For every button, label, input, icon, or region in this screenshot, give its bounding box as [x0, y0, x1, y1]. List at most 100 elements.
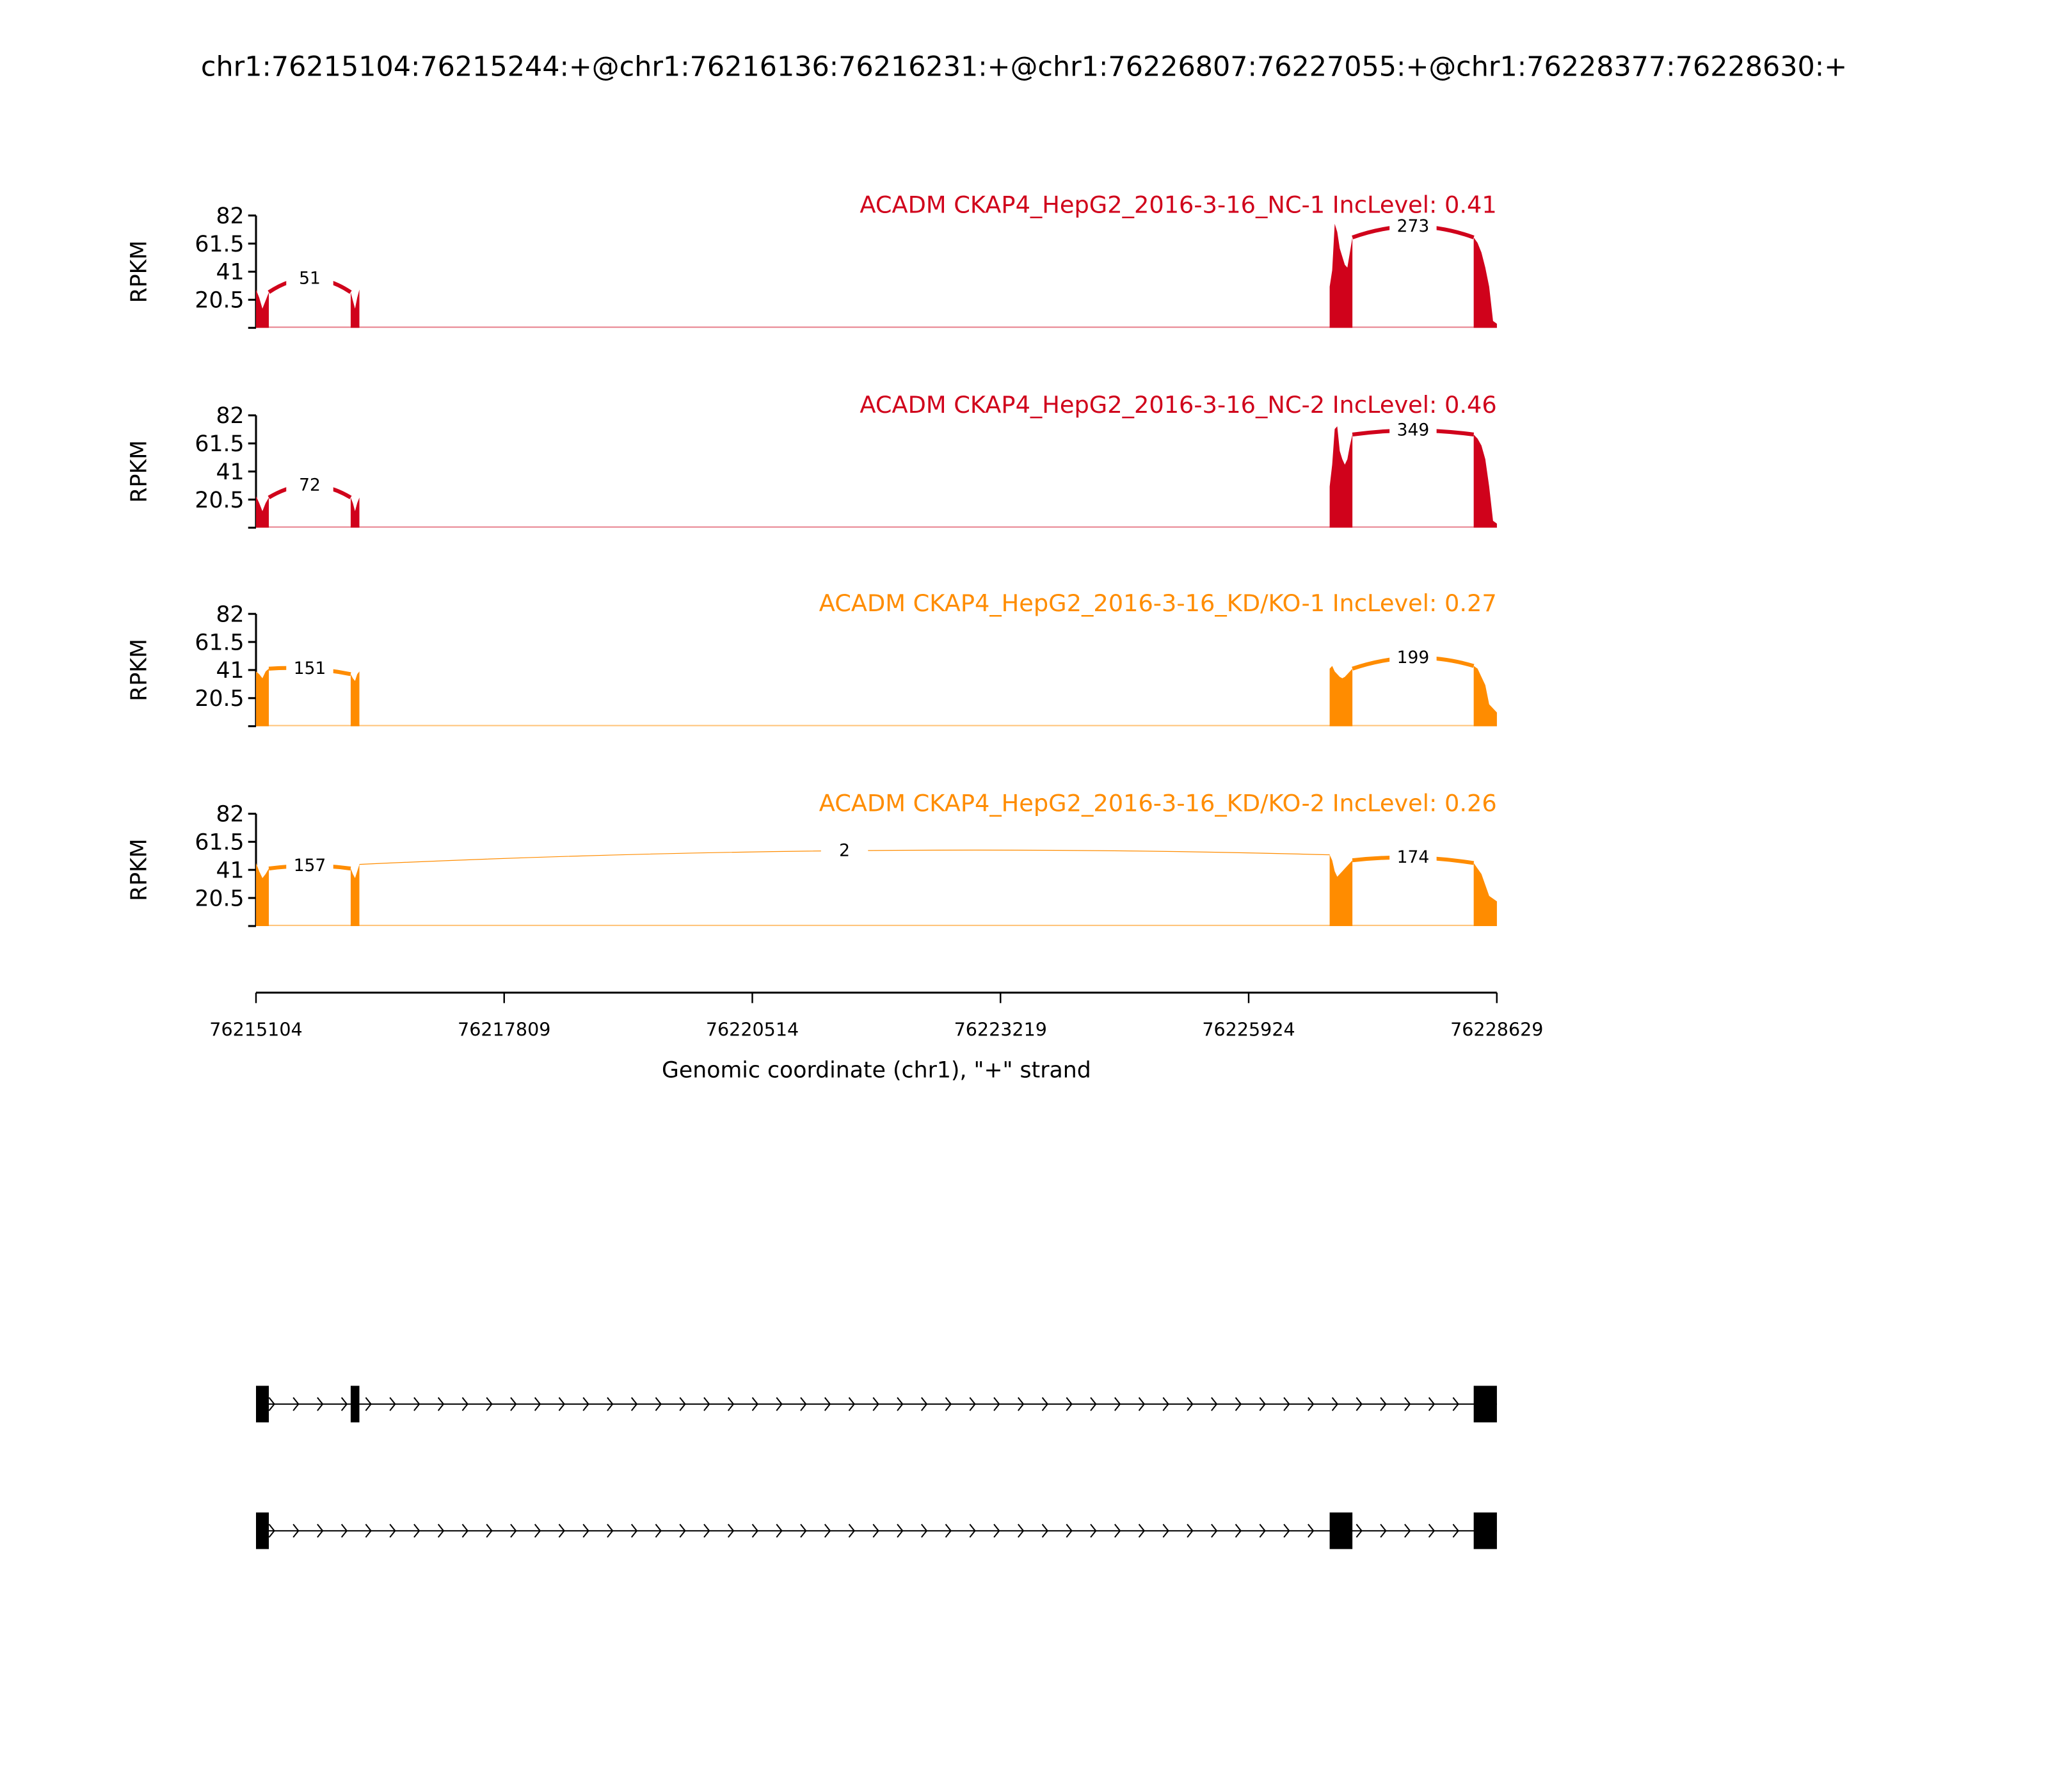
strand-arrow-icon [993, 1523, 1000, 1538]
strand-arrow-icon [824, 1523, 831, 1538]
strand-arrow-icon [292, 1397, 300, 1411]
strand-arrow-icon [1211, 1397, 1218, 1411]
junction-label-bg [286, 472, 333, 496]
strand-arrow-icon [1114, 1523, 1121, 1538]
strand-arrow-icon [800, 1397, 807, 1411]
exon-block [1473, 1386, 1497, 1423]
y-tick-label: 41 [216, 858, 244, 883]
junction-label-bg [1389, 213, 1437, 237]
strand-arrow-icon [727, 1397, 735, 1411]
strand-arrow-icon [897, 1523, 904, 1538]
strand-arrow-icon [607, 1523, 614, 1538]
strand-arrow-icon [1380, 1397, 1387, 1411]
strand-arrow-icon [582, 1397, 589, 1411]
strand-arrow-icon [365, 1523, 372, 1538]
exon-coverage [256, 863, 269, 926]
junction-count: 151 [294, 659, 326, 678]
strand-arrow-icon [776, 1523, 783, 1538]
strand-arrow-icon [897, 1397, 904, 1411]
strand-arrow-icon [1356, 1397, 1363, 1411]
y-tick-label: 82 [216, 403, 244, 429]
sample-label: ACADM CKAP4_HepG2_2016-3-16_NC-2 IncLeve… [860, 391, 1496, 419]
strand-arrow-icon [365, 1397, 372, 1411]
strand-arrow-icon [1308, 1397, 1315, 1411]
exon-coverage [1473, 863, 1497, 926]
exon-coverage [1473, 434, 1497, 528]
junction-label-bg [820, 837, 868, 861]
strand-arrow-icon [1259, 1523, 1266, 1538]
x-tick-label: 76217809 [458, 1018, 550, 1040]
y-tick-label: 82 [216, 204, 244, 229]
strand-arrow-icon [413, 1397, 420, 1411]
strand-arrow-icon [945, 1397, 952, 1411]
strand-arrow-icon [872, 1523, 879, 1538]
exon-coverage [350, 864, 360, 926]
strand-arrow-icon [558, 1397, 565, 1411]
junction-label-bg [286, 655, 333, 680]
strand-arrow-icon [630, 1397, 638, 1411]
exon-block [256, 1512, 269, 1549]
strand-arrow-icon [1138, 1523, 1146, 1538]
strand-arrow-icon [1187, 1397, 1194, 1411]
strand-arrow-icon [317, 1397, 324, 1411]
strand-arrow-icon [607, 1397, 614, 1411]
strand-arrow-icon [1452, 1523, 1459, 1538]
strand-arrow-icon [317, 1523, 324, 1538]
x-tick-label: 76225924 [1202, 1018, 1295, 1040]
strand-arrow-icon [1259, 1397, 1266, 1411]
strand-arrow-icon [437, 1397, 445, 1411]
y-tick-label: 61.5 [195, 830, 244, 856]
y-tick-label: 20.5 [195, 288, 244, 314]
y-tick-label: 61.5 [195, 630, 244, 655]
strand-arrow-icon [1018, 1397, 1025, 1411]
strand-arrow-icon [824, 1397, 831, 1411]
junction-label-bg [286, 265, 333, 289]
strand-arrow-icon [389, 1397, 396, 1411]
strand-arrow-icon [679, 1397, 686, 1411]
x-tick-label: 76223219 [954, 1018, 1047, 1040]
strand-arrow-icon [413, 1523, 420, 1538]
strand-arrow-icon [1308, 1523, 1315, 1538]
junction-count: 174 [1397, 847, 1430, 867]
strand-arrow-icon [340, 1397, 348, 1411]
strand-arrow-icon [969, 1523, 976, 1538]
sample-label: ACADM CKAP4_HepG2_2016-3-16_KD/KO-2 IncL… [819, 789, 1497, 817]
strand-arrow-icon [558, 1523, 565, 1538]
y-tick-label: 20.5 [195, 886, 244, 911]
strand-arrow-icon [1380, 1523, 1387, 1538]
y-axis-label: RPKM [127, 241, 152, 303]
strand-arrow-icon [1066, 1523, 1073, 1538]
sample-label: ACADM CKAP4_HepG2_2016-3-16_KD/KO-1 IncL… [819, 589, 1497, 617]
junction-count: 72 [299, 475, 321, 495]
strand-arrow-icon [920, 1523, 928, 1538]
transcript [256, 1512, 1497, 1549]
x-axis-label: Genomic coordinate (chr1), "+" strand [662, 1058, 1091, 1084]
strand-arrow-icon [1428, 1523, 1436, 1538]
exon-coverage [350, 497, 360, 528]
junction-count: 349 [1397, 420, 1430, 440]
strand-arrow-icon [340, 1523, 348, 1538]
strand-arrow-icon [534, 1523, 541, 1538]
y-tick-label: 82 [216, 602, 244, 627]
y-tick-label: 20.5 [195, 686, 244, 712]
strand-arrow-icon [1356, 1523, 1363, 1538]
exon-coverage [1473, 237, 1497, 328]
strand-arrow-icon [1162, 1523, 1169, 1538]
strand-arrow-icon [1041, 1397, 1049, 1411]
y-tick-label: 82 [216, 802, 244, 828]
strand-arrow-icon [655, 1397, 662, 1411]
strand-arrow-icon [268, 1397, 275, 1411]
exon-coverage [350, 671, 360, 726]
strand-arrow-icon [582, 1523, 589, 1538]
y-tick-label: 41 [216, 460, 244, 485]
x-axis: 76215104 76217809 76220514 76223219 76225924… [209, 991, 1543, 1040]
y-tick-label: 41 [216, 658, 244, 684]
junction-count: 157 [294, 856, 326, 876]
strand-arrow-icon [872, 1397, 879, 1411]
strand-arrow-icon [1114, 1397, 1121, 1411]
strand-arrow-icon [1018, 1523, 1025, 1538]
